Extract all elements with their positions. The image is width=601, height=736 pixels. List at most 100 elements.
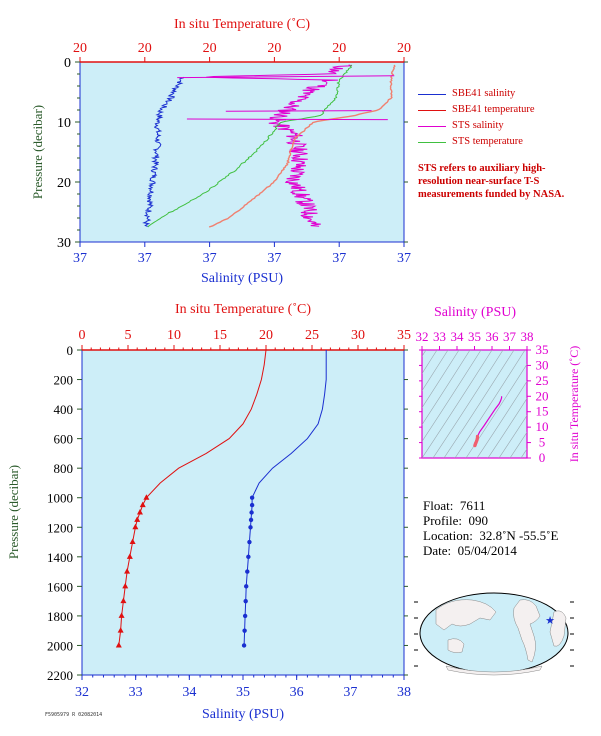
main-pressure-tick-label: 1600 [47,579,73,594]
map-continent-africa [549,610,567,647]
main-series [115,349,327,648]
main-salinity-tick-label: 36 [290,685,304,700]
temperature-profile-point [120,597,127,604]
ts-series [473,396,503,448]
ts-temp-tick-label: 35 [536,342,549,357]
main-pressure-axis-label: Pressure (decibar) [6,465,21,559]
top-pressure-tick-label: 20 [57,176,71,191]
legend-label: SBE41 temperature [452,104,535,115]
ts-salinity-tick-label: 35 [468,329,481,344]
top-salinity-axis-label: Salinity (PSU) [201,271,283,286]
top-temp-axis-label: In situ Temperature (˚C) [174,17,310,32]
temperature-profile-point [124,568,131,574]
top-temp-tick-label: 20 [397,41,411,56]
date-label: Date: [423,543,452,558]
main-pressure-tick-label: 1000 [47,491,73,506]
top-salinity-tick-label: 37 [267,251,281,266]
main-temp-ticks: 0 5 10 15 20 25 30 35 [79,328,411,350]
ts-density-contour [432,350,504,458]
ts-density-contour [422,350,482,442]
legend-swatch [418,93,446,95]
float-value: 7611 [459,498,486,513]
ts-temp-tick-label: 5 [539,435,546,450]
footer-code: F5905979 R 02082014 [45,712,103,718]
temperature-profile-point [117,627,124,633]
float-location-marker: ★ [545,615,555,627]
float-info: Float: 7611 Profile: 090 Location: 32.8˚… [423,498,558,558]
top-pressure-tick-label: 30 [57,236,71,251]
ts-salinity-tick-label: 33 [433,329,446,344]
ts-salinity-tick-label: 36 [486,329,500,344]
temperature-profile-point [134,516,141,522]
ts-density-contour [422,350,493,458]
map-continent-eurasia [435,599,497,631]
ts-density-contour [476,380,527,458]
ts-density-contour [422,350,449,392]
legend-label: STS temperature [452,136,523,147]
salinity-profile-point [241,643,247,648]
legend-label: STS salinity [452,120,504,131]
main-salinity-tick-label: 35 [236,685,250,700]
temperature-profile-point [115,641,122,648]
temperature-profile-point [122,582,129,589]
main-pressure-tick-label: 400 [54,402,74,417]
temperature-profile-point [132,523,139,530]
map-continent-australia [447,638,465,653]
top-temp-tick-label: 20 [267,41,281,56]
ts-salinity-tick-label: 34 [451,329,465,344]
main-salinity-tick-label: 37 [343,685,357,700]
legend-item-sbe41-salinity: SBE41 salinity [418,86,535,102]
location-row: Location: 32.8˚N -55.5˚E [423,528,558,543]
float-id-row: Float: 7611 [423,498,558,513]
top-pressure-axis-label: Pressure (decibar) [30,105,45,199]
top-pressure-ticks: 0 10 20 30 [57,56,408,251]
main-temp-tick-label: 25 [305,328,319,343]
legend-item-sbe41-temperature: SBE41 temperature [418,102,535,118]
ts-density-contour [422,350,438,375]
main-temp-tick-label: 35 [397,328,411,343]
map-continent-antarctica [445,665,543,676]
temperature-profile-point [129,538,136,545]
main-pressure-tick-label: 1400 [47,550,73,565]
ts-salinity-tick-label: 37 [503,329,517,344]
sbe41-salinity-trace [142,76,185,227]
main-salinity-axis-label: Salinity (PSU) [202,707,284,722]
profile-value: 090 [468,513,489,528]
salinity-profile-point [246,554,251,560]
ts-salinity-ticks: 32 33 34 35 36 37 38 [416,329,534,350]
location-label: Location: [423,528,473,543]
main-panel: 0 5 10 15 20 25 30 35 32 33 34 35 36 37 38 0 200 400 600… [6,302,411,722]
salinity-profile-point [247,539,252,545]
top-series [142,64,396,228]
main-pressure-tick-label: 1800 [47,609,73,624]
temperature-profile-point [143,494,150,500]
ts-density-contour [454,350,526,458]
top-temp-tick-label: 20 [138,41,152,56]
main-pressure-tick-label: 2200 [47,668,73,683]
ts-density-contour [498,414,527,458]
main-pressure-tick-label: 2000 [47,638,73,653]
top-salinity-ticks: 37 37 37 37 37 37 [73,242,411,266]
salinity-profile-point [248,525,253,530]
sbe41-temperature-trace [208,64,396,228]
ts-salinity-axis-label: Salinity (PSU) [434,305,516,320]
main-salinity-tick-label: 32 [75,685,89,700]
main-temp-tick-label: 5 [125,328,132,343]
salinity-profile-point [242,628,247,633]
legend: SBE41 salinity SBE41 temperature STS sal… [418,86,535,150]
map-ticks [414,601,574,667]
legend-swatch [418,125,446,127]
ts-temp-tick-label: 20 [536,388,549,403]
main-temp-tick-label: 15 [213,328,227,343]
salinity-profile-point [243,598,248,604]
main-pressure-tick-label: 1200 [47,520,73,535]
temperature-profile-point [118,612,125,618]
salinity-profile-point [245,569,250,574]
ts-density-contour [465,363,527,458]
top-salinity-tick-label: 37 [138,251,152,266]
ts-temp-tick-label: 30 [536,357,549,372]
sts-salinity-spikes [177,75,395,121]
top-salinity-tick-label: 37 [73,251,87,266]
